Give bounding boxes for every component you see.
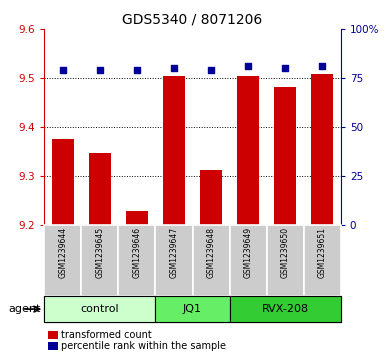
Text: GDS5340 / 8071206: GDS5340 / 8071206 <box>122 13 263 27</box>
Bar <box>192 225 229 296</box>
Bar <box>229 225 266 296</box>
Bar <box>304 225 341 296</box>
Bar <box>126 211 148 225</box>
Text: GSM1239646: GSM1239646 <box>132 227 141 278</box>
Bar <box>237 76 259 225</box>
Text: GSM1239645: GSM1239645 <box>95 227 104 278</box>
Bar <box>44 296 156 322</box>
Point <box>208 67 214 73</box>
Point <box>319 64 325 69</box>
Point <box>60 67 66 73</box>
Point <box>245 64 251 69</box>
Bar <box>156 296 229 322</box>
Text: transformed count: transformed count <box>61 330 152 340</box>
Bar <box>311 74 333 225</box>
Text: GSM1239651: GSM1239651 <box>318 227 327 278</box>
Text: GSM1239649: GSM1239649 <box>244 227 253 278</box>
Text: GSM1239650: GSM1239650 <box>281 227 290 278</box>
Bar <box>229 296 341 322</box>
Point <box>134 67 140 73</box>
Bar <box>200 170 222 225</box>
Text: JQ1: JQ1 <box>183 304 202 314</box>
Text: GSM1239648: GSM1239648 <box>206 227 216 278</box>
Bar <box>156 225 192 296</box>
Bar <box>267 225 304 296</box>
Text: percentile rank within the sample: percentile rank within the sample <box>61 341 226 351</box>
Text: GSM1239644: GSM1239644 <box>58 227 67 278</box>
Text: RVX-208: RVX-208 <box>261 304 309 314</box>
Bar <box>52 139 74 225</box>
Text: agent: agent <box>8 304 40 314</box>
Text: control: control <box>80 304 119 314</box>
Bar <box>89 153 111 225</box>
Bar <box>274 87 296 225</box>
Point <box>171 65 177 71</box>
Text: GSM1239647: GSM1239647 <box>169 227 179 278</box>
Point <box>282 65 288 71</box>
Bar <box>44 225 81 296</box>
Bar <box>119 225 156 296</box>
Bar <box>81 225 119 296</box>
Point <box>97 67 103 73</box>
Bar <box>163 76 185 225</box>
